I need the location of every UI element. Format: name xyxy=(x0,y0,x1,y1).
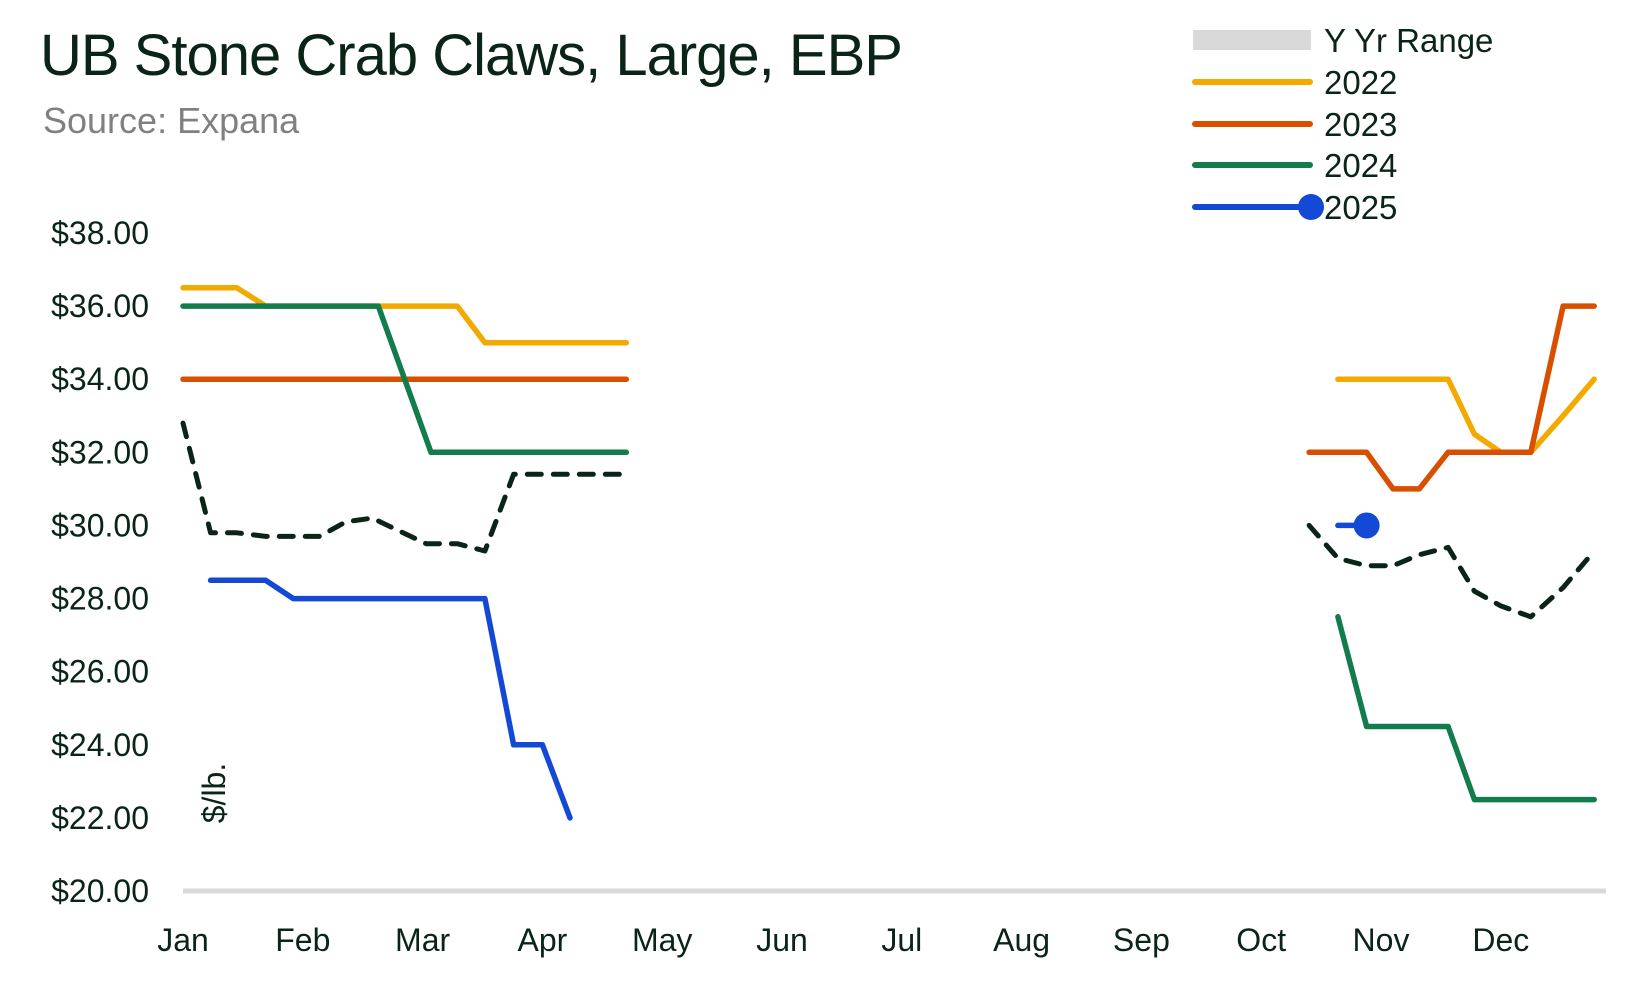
x-tick-label: May xyxy=(632,922,692,958)
series-line-2022 xyxy=(180,285,630,346)
legend-label: Y Yr Range xyxy=(1324,22,1493,59)
chart-title: UB Stone Crab Claws, Large, EBP xyxy=(40,23,903,88)
y-tick-label: $26.00 xyxy=(51,654,149,690)
x-tick-label: Apr xyxy=(518,922,568,958)
series-2022 xyxy=(180,285,1597,456)
y-tick-label: $28.00 xyxy=(51,581,149,617)
y-axis-label: $/lb. xyxy=(196,763,232,823)
x-tick-label: Feb xyxy=(275,922,330,958)
y-tick-label: $34.00 xyxy=(51,361,149,397)
series-2025 xyxy=(207,512,1380,821)
series-line-2024 xyxy=(1335,614,1597,803)
legend-label: 2022 xyxy=(1324,64,1397,101)
x-tick-label: Aug xyxy=(993,922,1050,958)
legend-label: 2024 xyxy=(1324,147,1397,184)
x-tick-label: Jul xyxy=(881,922,922,958)
x-tick-label: Nov xyxy=(1353,922,1410,958)
legend-item-2023: 2023 xyxy=(1192,106,1397,143)
series-line-average xyxy=(180,420,629,554)
x-tick-label: Jan xyxy=(157,922,209,958)
y-tick-label: $24.00 xyxy=(51,727,149,763)
x-tick-label: Sep xyxy=(1113,922,1170,958)
x-tick-label: Jun xyxy=(756,922,808,958)
y-tick-label: $20.00 xyxy=(51,873,149,909)
y-tick-label: $38.00 xyxy=(51,215,149,251)
series-end-marker-2025 xyxy=(1353,512,1380,539)
y-tick-label: $30.00 xyxy=(51,507,149,543)
y-tick-label: $22.00 xyxy=(51,800,149,836)
x-tick-label: Mar xyxy=(395,922,450,958)
series-line-average xyxy=(1306,522,1597,620)
series-line-2022 xyxy=(1335,376,1597,456)
series-2023 xyxy=(180,303,1597,492)
y-tick-label: $32.00 xyxy=(51,434,149,470)
series-line-2023 xyxy=(1306,303,1597,492)
legend-item-2025: 2025 xyxy=(1192,189,1397,226)
series-line-2024 xyxy=(180,303,630,456)
legend-item-y-yr-range: Y Yr Range xyxy=(1193,22,1493,59)
series-average xyxy=(180,420,1597,620)
legend-item-2024: 2024 xyxy=(1192,147,1397,184)
y-tick-label: $36.00 xyxy=(51,288,149,324)
series-2024 xyxy=(180,303,1597,803)
chart-source: Source: Expana xyxy=(43,100,300,141)
x-tick-label: Dec xyxy=(1472,922,1529,958)
series-line-2025 xyxy=(207,577,573,821)
legend-marker xyxy=(1298,194,1324,220)
x-tick-label: Oct xyxy=(1236,922,1286,958)
legend-label: 2025 xyxy=(1324,189,1397,226)
legend-label: 2023 xyxy=(1324,106,1397,143)
legend-swatch xyxy=(1193,30,1311,50)
legend-item-2022: 2022 xyxy=(1192,64,1397,101)
